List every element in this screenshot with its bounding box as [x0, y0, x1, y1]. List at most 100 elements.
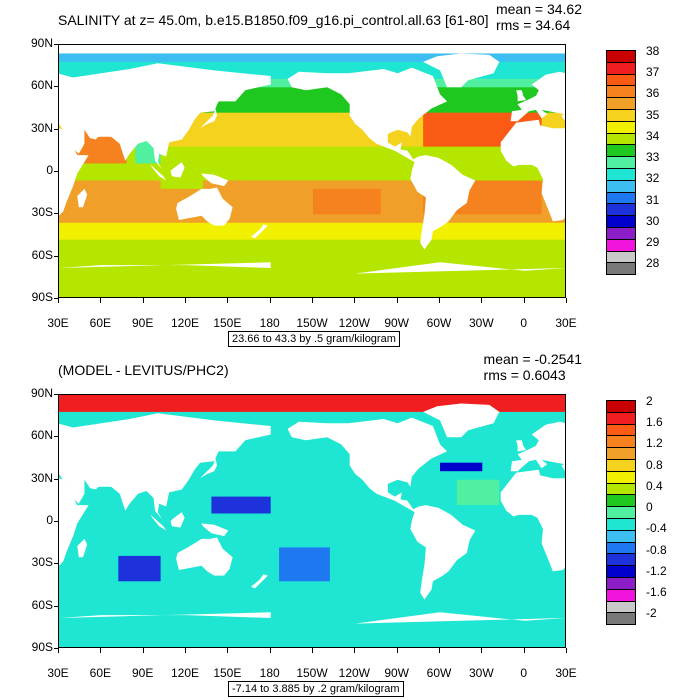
rms-value: rms = 34.64 — [495, 17, 571, 33]
lat-tick — [54, 171, 58, 172]
lat-tick-label: 30S — [31, 555, 53, 570]
mean-value: mean = -0.2541 — [483, 351, 582, 367]
colorbar-label: 1.2 — [646, 436, 663, 451]
lon-tick — [58, 298, 59, 303]
lat-tick-label: 60N — [30, 78, 53, 93]
land-eurasia — [59, 413, 271, 520]
land-uk — [516, 90, 527, 102]
land-japan — [200, 458, 217, 479]
panel-title: SALINITY at z= 45.0m, b.e15.B1850.f09_g1… — [58, 12, 489, 28]
polar-cap — [59, 45, 565, 54]
lon-tick-label: 120W — [338, 316, 370, 330]
land-africa — [59, 478, 89, 566]
difference-panel: (MODEL - LEVITUS/PHC2) mean = -0.2541 rm… — [0, 350, 700, 700]
land-eurasia — [59, 63, 271, 170]
land-africa — [500, 119, 565, 222]
lat-tick — [54, 394, 58, 395]
mean-value: mean = 34.62 — [495, 1, 582, 17]
lon-tick — [439, 648, 440, 653]
lat-tick — [54, 563, 58, 565]
lat-tick-label: 90N — [30, 386, 53, 400]
lat-tick — [54, 255, 58, 257]
lon-tick-label: 30E — [555, 316, 577, 330]
land-borneo — [170, 162, 185, 178]
lon-tick — [227, 648, 229, 653]
lon-tick-label: 0 — [520, 316, 527, 330]
lat-tick — [54, 298, 58, 299]
rms-value: rms = 0.6043 — [483, 367, 566, 383]
lat-tick — [54, 213, 58, 215]
lon-tick-label: 90W — [384, 316, 409, 330]
lat-tick-label: 30N — [30, 470, 53, 485]
lon-tick — [523, 298, 525, 303]
colorbar-label: -2 — [646, 606, 657, 621]
lat-tick-label: 60N — [30, 428, 53, 443]
lat-tick — [54, 605, 58, 607]
lat-tick — [54, 44, 58, 45]
lon-tick-label: 60W — [426, 316, 452, 330]
contour-info-box: -7.14 to 3.885 by .2 gram/kilogram — [228, 681, 404, 697]
lon-tick-label: 150W — [296, 666, 328, 680]
lon-tick — [269, 298, 271, 303]
colorbar-label: 0 — [646, 500, 653, 515]
land-antarctica — [355, 612, 565, 624]
land-newguinea — [201, 523, 229, 537]
lon-tick — [523, 648, 525, 653]
panel-title: (MODEL - LEVITUS/PHC2) — [58, 362, 229, 378]
lon-tick — [312, 298, 313, 303]
land-eurasia — [510, 71, 565, 122]
lon-tick-label: 30E — [555, 666, 577, 680]
colorbar-label: 36 — [646, 86, 660, 101]
lon-tick-label: 60E — [89, 316, 111, 330]
lat-tick — [54, 86, 58, 88]
lat-tick-label: 90S — [31, 640, 53, 654]
land-uk — [516, 440, 527, 452]
land-africa — [59, 128, 89, 216]
colorbar-label: 0.4 — [646, 478, 663, 493]
lon-tick — [312, 648, 313, 653]
colorbar-label: 1.6 — [646, 415, 663, 430]
lon-tick-label: 60E — [89, 666, 111, 680]
lat-tick — [54, 648, 58, 649]
lon-tick — [481, 298, 483, 303]
lat-tick-label: 90N — [30, 36, 53, 50]
lon-tick-label: 30W — [468, 666, 494, 680]
lon-tick-label: 180 — [259, 666, 280, 680]
lon-tick-label: 30W — [468, 316, 494, 330]
map-frame — [58, 44, 566, 298]
lat-tick — [54, 128, 58, 130]
map-frame — [58, 394, 566, 648]
land-nz — [250, 574, 268, 589]
land-antarctica — [355, 262, 565, 274]
lon-tick-label: 90W — [384, 666, 409, 680]
salinity-map — [59, 45, 565, 297]
land-australia — [176, 187, 233, 226]
land-americas — [287, 67, 476, 250]
lat-tick — [54, 521, 58, 522]
lon-tick-label: 30E — [47, 316, 69, 330]
lat-tick-label: 0 — [46, 163, 53, 177]
lon-tick-label: 90E — [131, 666, 154, 680]
lon-tick-label: 120E — [170, 316, 200, 330]
lon-tick — [269, 648, 271, 653]
colorbar-label: 30 — [646, 213, 660, 228]
lon-tick — [100, 648, 102, 653]
land-antarctica — [59, 262, 271, 297]
land-madagascar — [77, 538, 88, 558]
land-japan — [200, 108, 217, 129]
land-africa — [500, 469, 565, 572]
lat-tick-label: 60S — [31, 247, 53, 262]
lon-tick-label: 0 — [520, 666, 527, 680]
difference-map — [59, 395, 565, 647]
colorbar-swatch — [606, 262, 636, 276]
colorbar-label: 28 — [646, 256, 660, 271]
land-greenland — [423, 53, 500, 88]
lat-tick — [54, 478, 58, 480]
lon-tick — [185, 298, 186, 303]
panel-stats: mean = 34.62 rms = 34.64 — [496, 1, 582, 33]
colorbar-label: 37 — [646, 65, 660, 80]
lon-tick — [58, 648, 59, 653]
colorbar-label: 33 — [646, 150, 660, 165]
lon-tick-label: 180 — [259, 316, 280, 330]
lat-tick — [54, 436, 58, 438]
